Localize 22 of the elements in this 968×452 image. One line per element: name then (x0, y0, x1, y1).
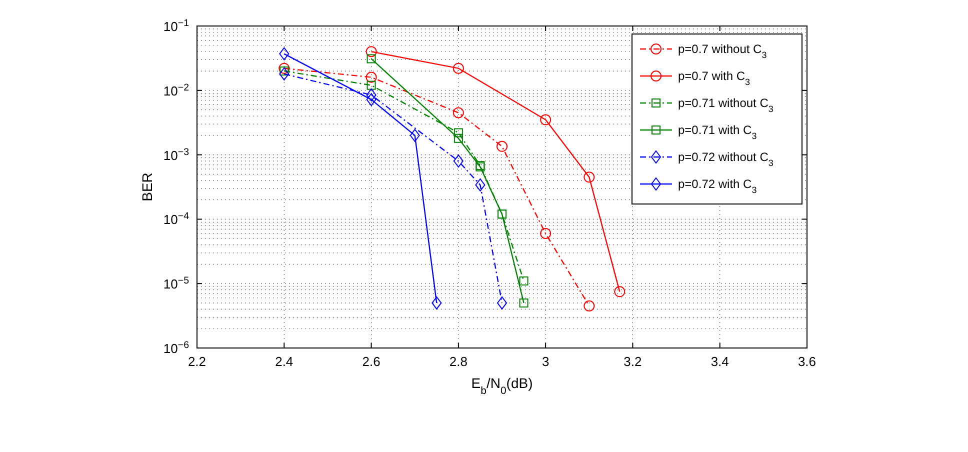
x-tick-label: 3.6 (798, 354, 816, 369)
x-tick-label: 3.2 (624, 354, 642, 369)
legend-label: p=0.7 with C$_{3}$ (678, 69, 750, 87)
y-tick-label: 10$^{−4}$ (163, 210, 190, 228)
x-tick-label: 2.8 (449, 354, 468, 369)
y-tick-label: 10$^{−6}$ (163, 340, 189, 356)
x-tick-label: 2.4 (275, 354, 294, 369)
y-axis-title: BER (139, 172, 155, 202)
x-axis-title: E$_{b}$/N$_{0}$(dB) (471, 375, 533, 397)
x-tick-label: 2.2 (188, 354, 206, 369)
y-tick-label: 10$^{−1}$ (163, 18, 189, 34)
legend-label: p=0.71 with C$_{3}$ (678, 123, 757, 141)
legend-label: p=0.72 without C$_{3}$ (678, 150, 774, 168)
legend-label: p=0.7 without C$_{3}$ (678, 42, 767, 60)
y-tick-label: 10$^{−2}$ (163, 82, 189, 98)
y-tick-label: 10$^{−3}$ (163, 146, 189, 163)
legend-label: p=0.72 with C$_{3}$ (678, 177, 757, 195)
x-tick-label: 2.6 (362, 354, 380, 369)
legend-label: p=0.71 without C$_{3}$ (678, 96, 774, 114)
x-tick-label: 3 (542, 354, 550, 369)
y-tick-label: 10$^{−5}$ (163, 275, 190, 292)
x-tick-label: 3.4 (710, 354, 729, 369)
